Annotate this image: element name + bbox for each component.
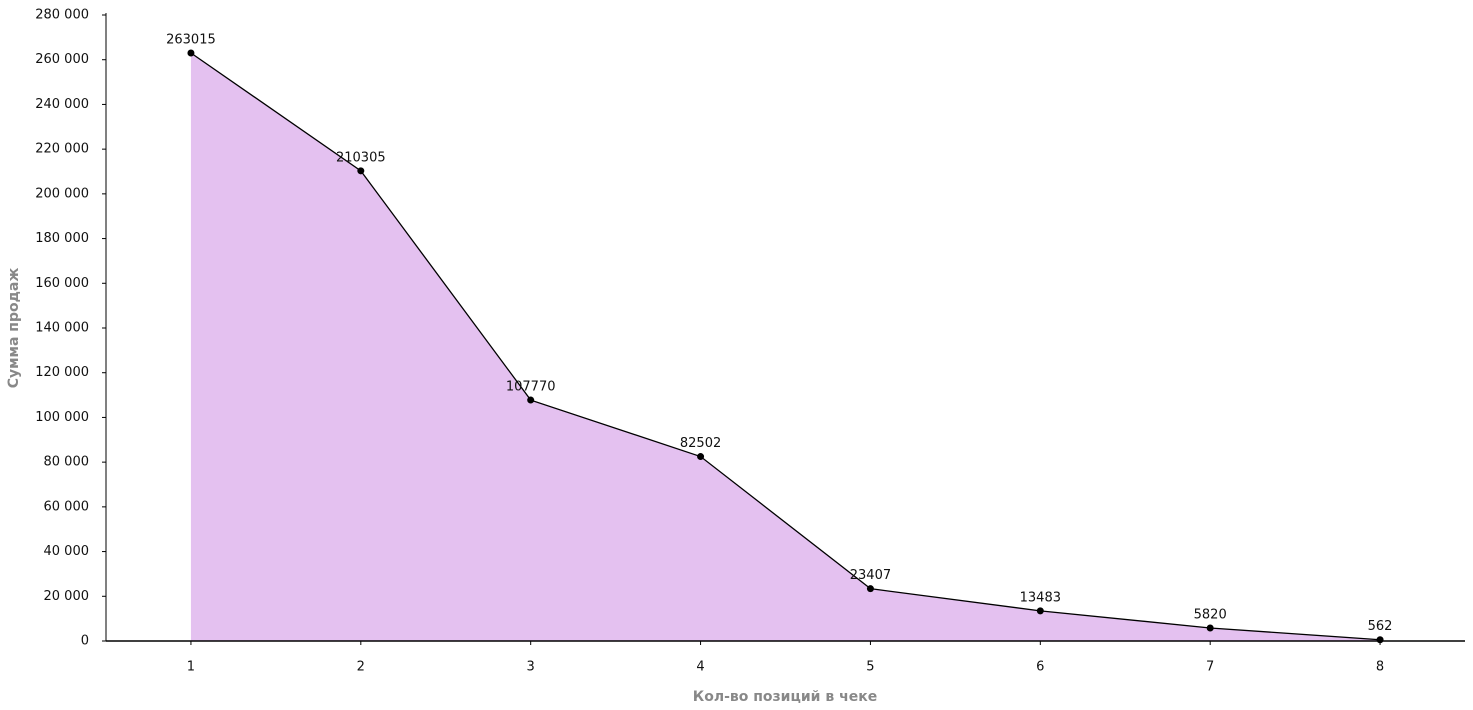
y-tick-label: 220 000 [35,142,89,157]
data-label: 23407 [850,568,891,583]
y-tick-label: 180 000 [35,231,89,246]
point [357,167,365,175]
x-tick-label: 3 [527,660,535,675]
y-tick-label: 100 000 [35,410,89,425]
y-tick-label: 60 000 [44,499,90,514]
x-tick-label: 5 [866,660,874,675]
data-label: 107770 [506,380,556,395]
y-tick-label: 280 000 [35,8,89,23]
x-tick-label: 8 [1376,660,1384,675]
point [697,453,705,461]
y-tick-label: 20 000 [44,589,90,604]
data-label: 5820 [1194,607,1227,622]
point [866,585,874,593]
x-tick-label: 1 [187,660,195,675]
data-label: 13483 [1020,590,1061,605]
y-tick-label: 160 000 [35,276,89,291]
y-tick-label: 240 000 [35,97,89,112]
point [1206,624,1214,632]
data-label: 562 [1368,619,1393,634]
point [1376,636,1384,644]
x-tick-label: 2 [357,660,365,675]
point [1036,607,1044,615]
data-label: 82502 [680,436,721,451]
point [527,396,535,404]
y-axis-title: Сумма продаж [6,268,22,389]
x-axis-title: Кол-во позиций в чеке [693,689,877,705]
x-tick-label: 7 [1206,660,1214,675]
area [190,52,1381,641]
y-tick-label: 0 [81,634,89,649]
data-label: 263015 [166,32,216,47]
x-tick-label: 6 [1036,660,1044,675]
y-tick-label: 200 000 [35,186,89,201]
data-label: 210305 [336,150,386,165]
y-tick-label: 40 000 [44,544,90,559]
y-tick-label: 80 000 [44,455,90,470]
line [190,52,1381,641]
point [187,49,195,57]
y-tick-label: 140 000 [35,321,89,336]
y-tick-label: 120 000 [35,365,89,380]
x-tick-label: 4 [696,660,704,675]
y-tick-label: 260 000 [35,52,89,67]
